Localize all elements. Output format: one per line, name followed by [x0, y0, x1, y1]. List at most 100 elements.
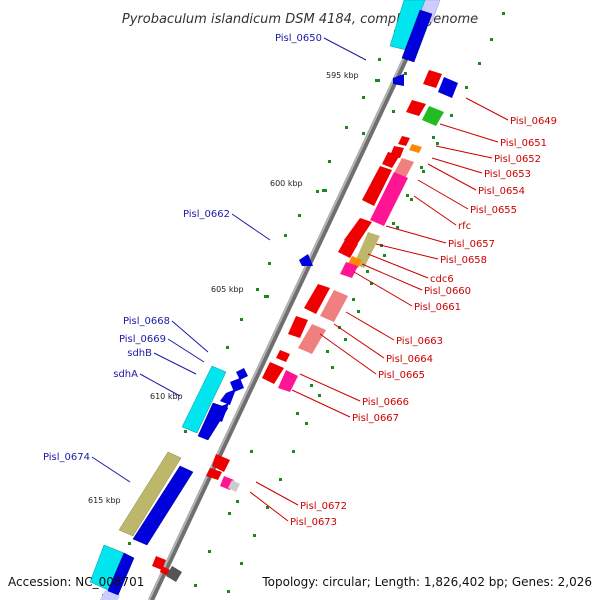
gc-dot	[362, 132, 365, 135]
gene-label-right[interactable]: Pisl_0651	[500, 138, 547, 149]
gc-dot	[268, 262, 271, 265]
gene-red-0672a[interactable]	[212, 454, 230, 472]
gene-label-right[interactable]: cdc6	[430, 274, 454, 285]
gene-blue-sdh-small1[interactable]	[236, 368, 248, 380]
left-label-leaders	[91, 37, 367, 483]
gc-dot	[392, 222, 395, 225]
gc-dot	[357, 310, 360, 313]
gene-label-right[interactable]: Pisl_0657	[448, 239, 495, 250]
gene-label-left[interactable]: sdhB	[127, 348, 152, 359]
gene-pisl-0650[interactable]	[393, 74, 404, 86]
tick-mark-600	[322, 189, 327, 192]
gene-blue-0649[interactable]	[438, 77, 458, 98]
gc-dot	[279, 478, 282, 481]
gene-pisl-0666[interactable]	[262, 362, 284, 384]
scale-ticks: 595 kbp 600 kbp 605 kbp 610 kbp 615 kbp	[88, 71, 380, 508]
gene-label-right[interactable]: Pisl_0652	[494, 154, 541, 165]
gene-pink-0664[interactable]	[298, 324, 326, 354]
gene-label-right[interactable]: Pisl_0667	[352, 413, 399, 424]
gene-pisl-0665[interactable]	[276, 350, 290, 362]
gc-dot	[410, 198, 413, 201]
gc-dot	[331, 366, 334, 369]
gene-label-right[interactable]: Pisl_0653	[484, 169, 531, 180]
gene-label-right[interactable]: Pisl_0658	[440, 255, 487, 266]
tick-mark-605	[264, 295, 269, 298]
gene-label-right[interactable]: Pisl_0654	[478, 186, 525, 197]
tick-label-610: 610 kbp	[150, 392, 183, 401]
left-leader-line	[167, 338, 205, 363]
gene-orange-0652[interactable]	[409, 144, 422, 153]
gene-blue-0674[interactable]	[132, 465, 194, 546]
right-leader-line	[465, 97, 509, 121]
gene-khaki-0658[interactable]	[354, 232, 380, 268]
gene-label-right[interactable]: Pisl_0661	[414, 302, 461, 313]
gene-cyan-sdh[interactable]	[181, 365, 227, 434]
gc-dot	[362, 96, 365, 99]
gene-label-left[interactable]: Pisl_0662	[183, 209, 230, 220]
gene-blue-top	[401, 9, 433, 63]
gene-label-right[interactable]: Pisl_0666	[362, 397, 409, 408]
gene-pisl-0662[interactable]	[299, 254, 313, 266]
gene-pisl-0658[interactable]	[338, 238, 358, 258]
gene-pisl-0651[interactable]	[406, 100, 426, 116]
gene-label-right[interactable]: Pisl_0664	[386, 354, 433, 365]
gc-dot	[240, 562, 243, 565]
right-leader-line	[291, 389, 351, 418]
gene-label-left[interactable]: Pisl_0650	[275, 33, 322, 44]
gene-pisl-0654[interactable]	[382, 152, 400, 168]
gene-pisl-0663[interactable]	[288, 316, 308, 338]
gene-lavender-bottom	[100, 590, 120, 600]
gc-dot	[478, 62, 481, 65]
gene-label-left[interactable]: Pisl_0669	[119, 334, 166, 345]
gc-dot	[266, 506, 269, 509]
gc-dot	[383, 254, 386, 257]
gene-magenta-0667[interactable]	[278, 370, 298, 392]
gene-label-right[interactable]: Pisl_0649	[510, 116, 557, 127]
gene-pisl-0669[interactable]	[220, 389, 236, 405]
gene-red-0672b[interactable]	[206, 468, 222, 480]
gene-label-left[interactable]: Pisl_0668	[123, 316, 170, 327]
topology-text: Topology: circular; Length: 1,826,402 bp…	[261, 575, 592, 589]
gene-label-right[interactable]: Pisl_0660	[424, 286, 471, 297]
gene-pisl-0661[interactable]	[304, 284, 330, 314]
gene-sdhA[interactable]	[197, 402, 229, 441]
gene-label-right[interactable]: Pisl_0655	[470, 205, 517, 216]
gene-grey-0673[interactable]	[228, 480, 240, 492]
gene-label-right[interactable]: Pisl_0672	[300, 501, 347, 512]
gc-dot	[392, 110, 395, 113]
gene-khaki-0674[interactable]	[118, 451, 182, 537]
gc-dot	[406, 194, 409, 197]
gene-label-left[interactable]: sdhA	[113, 369, 138, 380]
gc-dot	[316, 190, 319, 193]
gene-label-right[interactable]: Pisl_0663	[396, 336, 443, 347]
gc-dot	[318, 394, 321, 397]
gene-pink-0661[interactable]	[320, 290, 348, 322]
gene-pisl-0657[interactable]	[344, 218, 372, 246]
gene-green-0651[interactable]	[422, 106, 444, 126]
right-leader-line	[333, 323, 385, 359]
gc-dot	[352, 298, 355, 301]
gene-dark-bottom	[166, 566, 182, 582]
right-leader-line	[249, 491, 289, 522]
gene-red-0649[interactable]	[423, 70, 442, 88]
gc-dot	[326, 350, 329, 353]
gene-label-right[interactable]: Pisl_0665	[378, 370, 425, 381]
gene-label-right[interactable]: rfc	[458, 221, 471, 232]
gc-dot	[298, 214, 301, 217]
gene-label-left[interactable]: Pisl_0674	[43, 452, 90, 463]
right-leader-line	[435, 145, 493, 159]
gene-rfc-magenta[interactable]	[370, 172, 408, 226]
gene-blue-sdh-small2[interactable]	[230, 378, 244, 392]
right-label-leaders	[249, 97, 509, 522]
gene-cdc6[interactable]	[340, 262, 358, 278]
gc-dot	[236, 500, 239, 503]
gene-label-right[interactable]: Pisl_0673	[290, 517, 337, 528]
gene-rfc-red[interactable]	[362, 166, 392, 206]
left-leader-line	[231, 213, 271, 241]
gc-dot	[345, 126, 348, 129]
gc-dot	[420, 166, 423, 169]
gc-dot	[208, 550, 211, 553]
gc-dot	[432, 136, 435, 139]
gene-pisl-0652[interactable]	[398, 136, 410, 146]
